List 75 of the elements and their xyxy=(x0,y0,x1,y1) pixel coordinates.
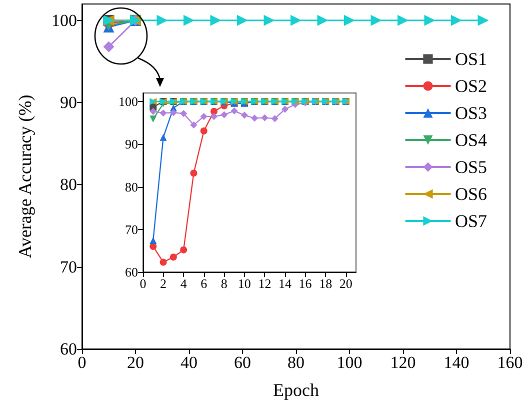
x-tick-label: 140 xyxy=(444,353,470,372)
point xyxy=(282,106,288,113)
x-tick-label: 12 xyxy=(258,276,272,291)
point xyxy=(160,110,167,117)
point xyxy=(478,14,489,26)
point xyxy=(190,170,198,177)
point xyxy=(184,14,194,26)
y-tick-label: 70 xyxy=(125,222,138,237)
x-tick-label: 20 xyxy=(127,353,144,372)
x-tick-label: 60 xyxy=(234,353,251,372)
x-tick-label: 14 xyxy=(278,276,292,291)
point xyxy=(156,14,168,26)
x-tick-label: 16 xyxy=(298,276,312,291)
point xyxy=(150,108,157,115)
y-tick-label: 100 xyxy=(118,94,138,110)
y-tick-label: 90 xyxy=(60,93,77,112)
legend-label: OS5 xyxy=(454,157,488,177)
legend-label: OS2 xyxy=(454,76,488,96)
point xyxy=(210,112,218,120)
x-tick-label: 160 xyxy=(497,353,523,372)
point xyxy=(170,109,177,116)
y-tick-label: 70 xyxy=(60,257,77,276)
legend-label: OS6 xyxy=(454,184,488,204)
point xyxy=(170,254,177,261)
point xyxy=(237,14,248,26)
x-tick-label: 18 xyxy=(319,276,332,291)
y-tick-label: 80 xyxy=(60,175,77,194)
legend-label: OS3 xyxy=(454,103,488,123)
point xyxy=(190,121,198,128)
point xyxy=(398,14,408,26)
point xyxy=(160,134,167,141)
point xyxy=(200,127,208,134)
point xyxy=(261,114,268,122)
x-tick-label: 6 xyxy=(200,276,208,291)
y-tick-label: 100 xyxy=(52,10,77,30)
point xyxy=(210,14,222,26)
point xyxy=(451,14,462,26)
x-tick-label: 20 xyxy=(339,276,352,291)
x-tick-label: 2 xyxy=(160,276,167,291)
x-tick-label: 40 xyxy=(180,353,198,372)
point xyxy=(251,114,258,122)
point xyxy=(103,41,114,52)
point xyxy=(180,110,188,117)
legend-label: OS7 xyxy=(454,211,488,231)
legend-label: OS1 xyxy=(454,49,488,69)
point xyxy=(424,14,436,26)
point xyxy=(230,107,238,114)
y-tick-label: 60 xyxy=(125,264,138,280)
y-tick-label: 90 xyxy=(125,136,138,152)
point xyxy=(180,246,188,254)
x-tick-label: 80 xyxy=(288,353,304,372)
point xyxy=(370,14,382,26)
x-tick-label: 100 xyxy=(336,353,362,372)
point xyxy=(150,236,157,244)
point xyxy=(220,111,228,118)
point xyxy=(264,14,275,26)
point xyxy=(160,258,167,266)
x-tick-label: 120 xyxy=(390,353,416,372)
point xyxy=(240,112,248,119)
x-tick-label: 8 xyxy=(220,276,228,291)
point xyxy=(344,14,355,26)
point xyxy=(290,14,302,26)
y-tick-label: 60 xyxy=(60,340,77,358)
point xyxy=(271,115,278,122)
point xyxy=(317,14,328,26)
x-tick-label: 0 xyxy=(78,353,86,372)
x-axis-title: Epoch xyxy=(273,380,319,400)
y-axis-title: Average Accuracy (%) xyxy=(15,94,35,258)
x-tick-label: 10 xyxy=(238,276,251,291)
point xyxy=(200,112,208,120)
x-tick-label: 0 xyxy=(140,276,146,291)
point xyxy=(150,116,157,122)
x-tick-label: 4 xyxy=(180,276,188,291)
y-tick-label: 80 xyxy=(125,179,138,194)
legend-label: OS4 xyxy=(454,130,488,150)
